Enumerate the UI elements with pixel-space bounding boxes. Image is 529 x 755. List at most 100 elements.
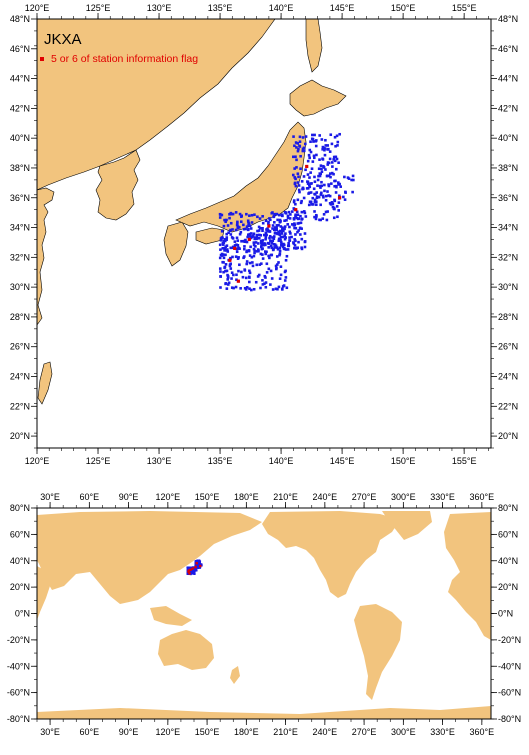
global-lat-label-left: 60°N <box>10 529 30 539</box>
observation-point <box>284 232 287 235</box>
regional-lon-label-top: 135°E <box>208 3 233 13</box>
observation-point <box>320 138 324 141</box>
observation-point <box>245 240 249 244</box>
observation-point <box>222 241 226 245</box>
global-lon-label-top: 120°E <box>156 492 181 502</box>
observation-point <box>229 211 233 215</box>
observation-point <box>245 225 249 228</box>
observation-point <box>307 203 311 207</box>
regional-lat-label-right: 22°N <box>498 401 518 411</box>
observation-point <box>314 139 318 143</box>
observation-point <box>301 149 305 153</box>
observation-point <box>324 138 327 142</box>
observation-point <box>318 174 322 178</box>
land-antarctica <box>37 706 491 719</box>
observation-point <box>272 215 275 219</box>
global-lat-label-left: 80°N <box>10 503 30 513</box>
observation-point <box>319 218 322 222</box>
observation-point <box>278 218 282 222</box>
observation-point <box>279 236 283 239</box>
regional-map-axes: 120°E 120°E 125°E 125°E 130°E 130°E 135°E 135°E… <box>10 3 518 466</box>
observation-point <box>301 136 305 139</box>
observation-point <box>261 229 264 233</box>
observation-point <box>321 147 324 151</box>
observation-point <box>275 226 278 230</box>
regional-lat-label-right: 36°N <box>498 193 518 203</box>
global-lon-label-top: 300°E <box>391 492 416 502</box>
observation-point <box>351 190 354 194</box>
observation-point <box>275 255 279 258</box>
observation-point <box>316 184 319 187</box>
observation-point <box>301 187 304 191</box>
observation-point <box>318 134 321 137</box>
observation-point <box>320 191 323 195</box>
land-korea <box>95 149 141 221</box>
observation-point <box>189 570 192 573</box>
observation-point <box>308 176 311 179</box>
observation-point <box>304 142 307 146</box>
observation-point <box>228 216 231 220</box>
land-indonesia <box>150 606 192 626</box>
observation-point <box>339 185 342 188</box>
observation-point <box>266 241 270 245</box>
observation-point <box>248 254 252 257</box>
observation-point <box>332 216 336 220</box>
observation-point <box>275 224 279 227</box>
observation-point <box>242 223 245 227</box>
observation-point <box>240 214 244 218</box>
observation-point <box>254 280 258 284</box>
observation-point <box>288 230 292 234</box>
observation-point <box>249 235 252 238</box>
observation-point <box>275 228 278 231</box>
observation-point <box>319 203 322 207</box>
observation-point <box>247 224 250 227</box>
global-observations <box>186 559 203 576</box>
observation-point <box>270 246 274 250</box>
observation-point <box>245 260 249 263</box>
regional-lat-label-right: 24°N <box>498 372 518 382</box>
observation-point <box>338 132 341 136</box>
observation-point <box>335 185 338 189</box>
observation-point <box>304 168 307 172</box>
flagged-observation-point <box>188 572 191 575</box>
observation-point <box>336 140 340 144</box>
observation-point <box>240 239 243 243</box>
global-lat-label-left: 40°N <box>10 556 30 566</box>
observation-point <box>296 198 300 202</box>
observation-point <box>290 223 294 226</box>
observation-point <box>231 255 234 259</box>
observation-point <box>279 229 282 233</box>
observation-point <box>267 246 270 249</box>
observation-point <box>283 219 286 222</box>
global-lon-label-top: 330°E <box>430 492 455 502</box>
observation-point <box>229 221 233 225</box>
observation-point <box>238 232 242 236</box>
observation-point <box>278 252 282 256</box>
observation-point <box>244 276 248 280</box>
observation-point <box>234 211 238 214</box>
regional-lon-label-top: 140°E <box>269 3 294 13</box>
observation-point <box>250 221 254 224</box>
land-australia <box>158 630 214 670</box>
observation-point <box>314 213 318 217</box>
observation-point <box>261 239 265 242</box>
observation-point <box>293 246 296 250</box>
observation-point <box>246 228 250 232</box>
observation-point <box>221 236 224 240</box>
observation-point <box>273 221 276 224</box>
observation-point <box>242 256 245 260</box>
observation-point <box>296 217 300 221</box>
observation-point <box>320 170 324 174</box>
observation-point <box>223 249 226 252</box>
observation-point <box>255 234 259 238</box>
observation-point <box>318 172 322 175</box>
regional-lon-label-bottom: 135°E <box>208 456 233 466</box>
observation-point <box>323 147 327 150</box>
observation-point <box>230 286 234 289</box>
observation-point <box>292 217 296 220</box>
observation-point <box>259 286 262 290</box>
observation-point <box>338 182 341 186</box>
observation-point <box>244 238 247 242</box>
flagged-observation-point <box>228 258 232 262</box>
global-lat-label-right: -20°N <box>498 635 521 645</box>
